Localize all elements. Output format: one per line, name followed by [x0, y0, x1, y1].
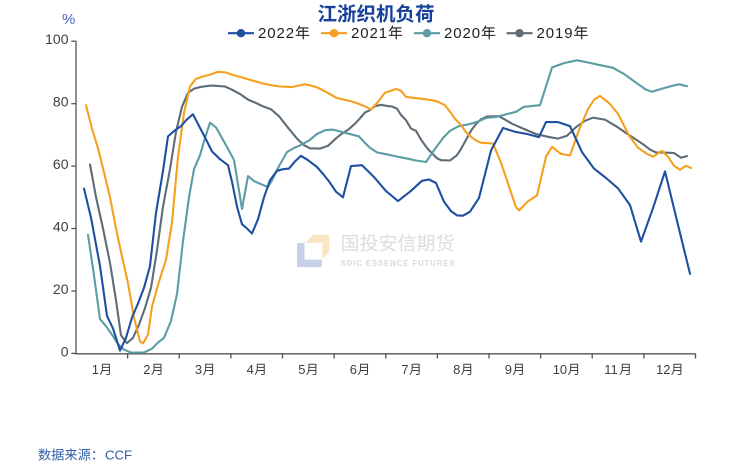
svg-text:%: %	[62, 11, 75, 28]
svg-text:40: 40	[53, 219, 69, 235]
svg-text:5: 5	[298, 362, 305, 377]
svg-text:60: 60	[53, 156, 69, 172]
svg-text:2: 2	[143, 362, 150, 377]
svg-text:4: 4	[247, 362, 254, 377]
svg-text:6: 6	[350, 362, 357, 377]
svg-text:0: 0	[61, 343, 69, 359]
svg-text:20: 20	[53, 281, 69, 297]
svg-text:9: 9	[505, 362, 512, 377]
svg-text:10: 10	[553, 362, 567, 377]
svg-text:8: 8	[453, 362, 460, 377]
svg-text:100: 100	[45, 31, 69, 47]
svg-text:2021: 2021	[351, 25, 388, 42]
svg-text:1: 1	[92, 362, 99, 377]
svg-text:SDIC ESSENCE FUTURES: SDIC ESSENCE FUTURES	[341, 259, 456, 268]
svg-text:12: 12	[656, 362, 670, 377]
svg-text:CCF: CCF	[105, 448, 132, 463]
svg-text:11: 11	[604, 362, 618, 377]
svg-text:80: 80	[53, 94, 69, 110]
svg-text:2020: 2020	[444, 25, 481, 42]
svg-text:2019: 2019	[537, 25, 574, 42]
svg-text:2022: 2022	[258, 25, 295, 42]
svg-text:3: 3	[195, 362, 202, 377]
svg-text:7: 7	[401, 362, 408, 377]
